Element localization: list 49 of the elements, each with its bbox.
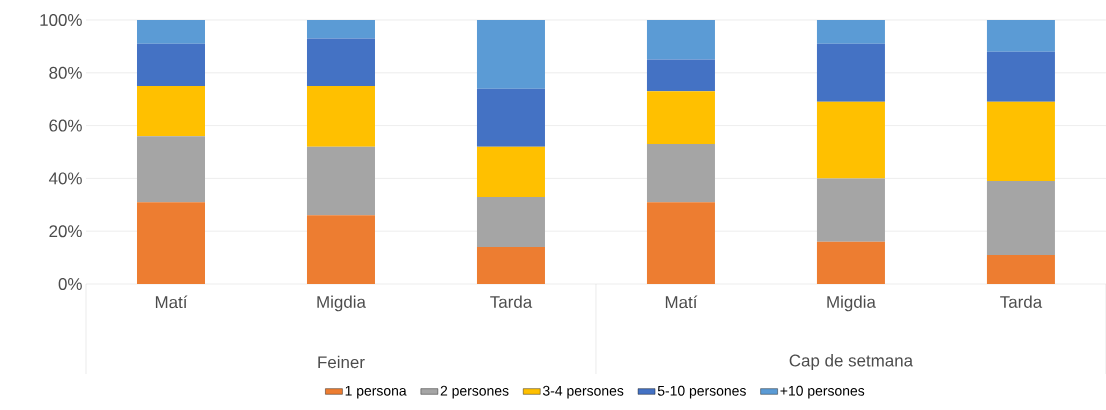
x-tick-label: Migdia	[317, 295, 366, 312]
bar	[986, 101, 1055, 182]
bar	[816, 101, 885, 179]
bar	[816, 241, 885, 284]
y-tick-label: 40%	[48, 172, 82, 185]
bar	[136, 20, 205, 44]
bar	[136, 136, 205, 203]
bar	[306, 86, 375, 147]
y-tick-label: 60%	[49, 119, 82, 132]
y-tick-label: 20%	[49, 225, 82, 238]
bar	[476, 247, 545, 284]
bar	[986, 181, 1055, 255]
x-tick-label: Migdia	[827, 295, 876, 312]
y-tick-label: 0%	[58, 278, 82, 290]
bar	[816, 20, 885, 44]
bar	[986, 51, 1055, 102]
bar	[476, 88, 545, 147]
x-tick-label: Matí	[155, 295, 188, 309]
bar	[476, 146, 545, 197]
bar	[306, 38, 375, 86]
bar	[476, 20, 545, 89]
bar	[646, 20, 715, 60]
bar	[306, 20, 375, 39]
legend-label: 3-4 persones	[542, 385, 624, 399]
bar	[646, 202, 715, 284]
x-tick-label: Tarda	[490, 295, 533, 308]
legend-label: 2 persones	[440, 385, 509, 399]
text: Feiner	[318, 355, 365, 369]
bar	[986, 254, 1055, 284]
bar	[306, 215, 375, 284]
bar	[646, 91, 715, 145]
bar	[136, 43, 205, 86]
bar	[136, 202, 205, 284]
bar	[136, 86, 205, 137]
y-tick-label: 100%	[40, 14, 82, 26]
y-tick-label: 80%	[49, 66, 82, 79]
text: Cap de setmana	[789, 354, 914, 370]
bar	[476, 196, 545, 248]
legend-label: 5-10 persones	[657, 385, 746, 399]
bar	[986, 20, 1055, 52]
x-tick-label: Tarda	[1000, 295, 1043, 308]
legend-label: +10 persones	[780, 385, 865, 399]
bar	[816, 178, 885, 242]
bar	[816, 43, 885, 102]
legend-label: 1 persona	[345, 385, 407, 399]
x-tick-label: Matí	[665, 295, 698, 309]
bar	[646, 144, 715, 203]
bar	[306, 146, 375, 216]
bar	[646, 59, 715, 92]
